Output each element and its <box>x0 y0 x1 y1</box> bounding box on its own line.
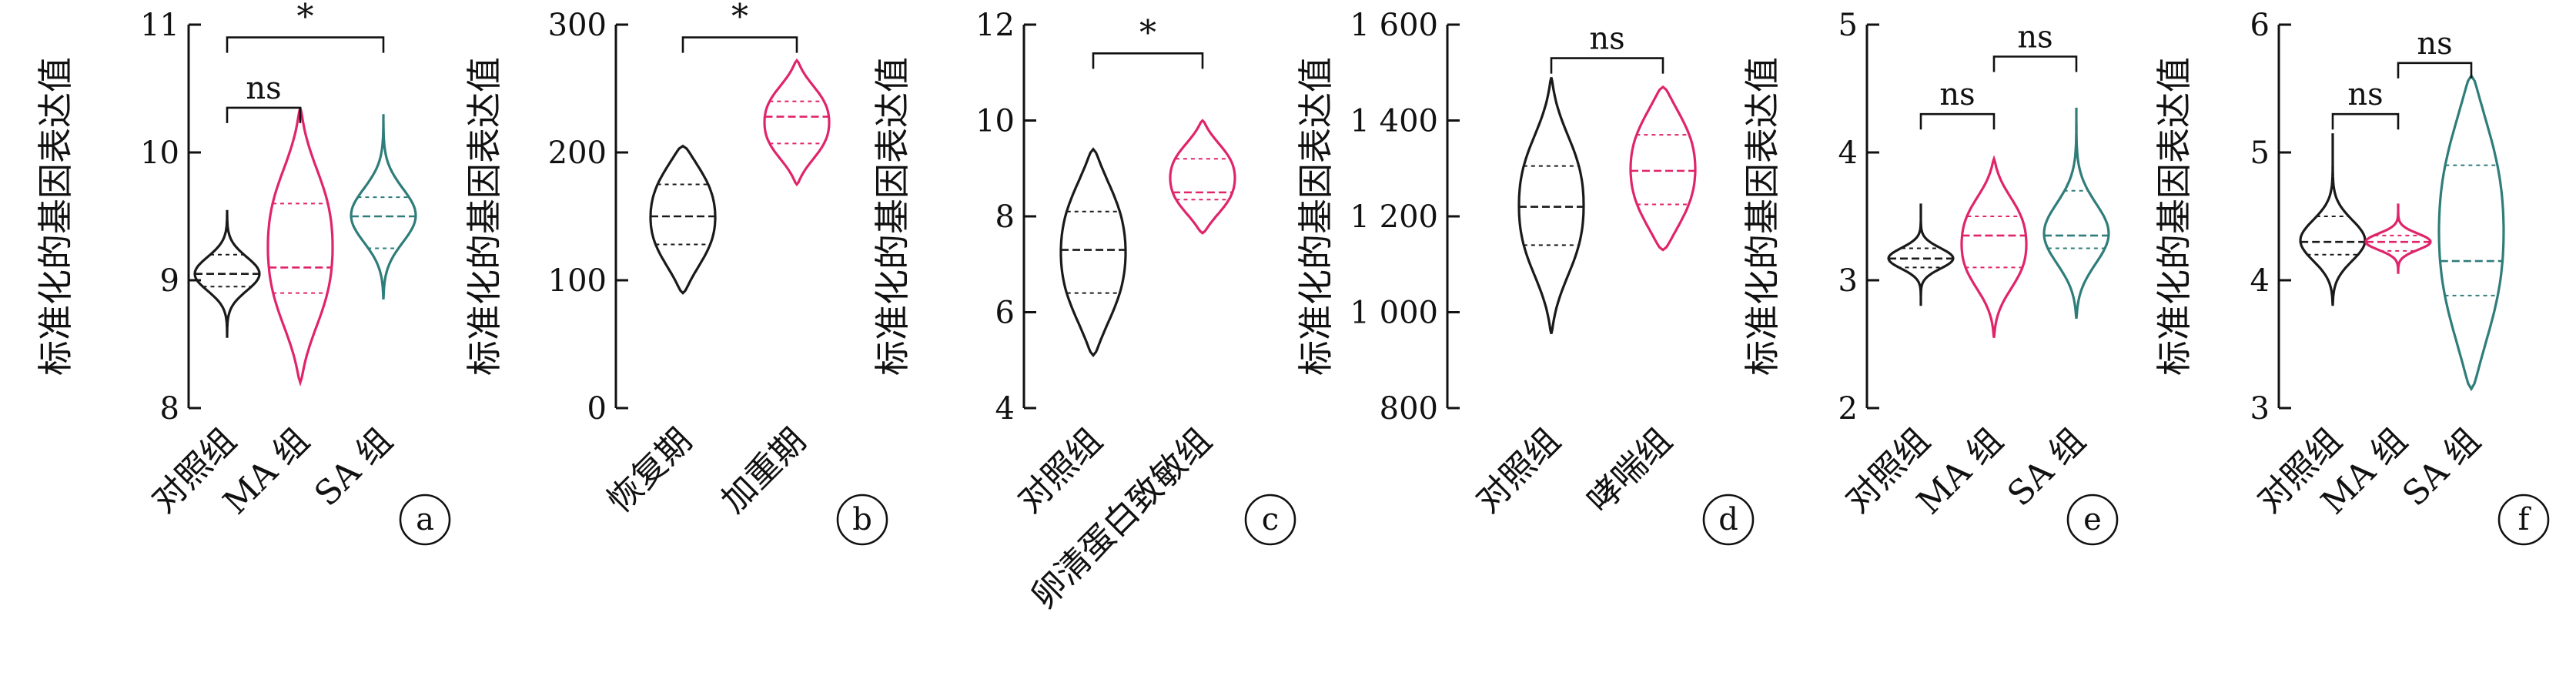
y-tick-label: 800 <box>1380 391 1438 427</box>
x-category-label: SA 组 <box>307 421 400 514</box>
y-tick-label: 4 <box>995 391 1015 427</box>
y-tick-label: 12 <box>975 8 1015 43</box>
y-tick-label: 6 <box>2250 8 2270 43</box>
violin-f-1 <box>2364 203 2432 274</box>
violin-f-0 <box>2299 133 2367 306</box>
significance-bracket <box>1992 55 2078 72</box>
panel-letter-circle <box>2066 494 2119 546</box>
y-tick-label: 9 <box>160 263 179 299</box>
violin-e-2 <box>2042 107 2110 319</box>
y-tick-label: 4 <box>1838 136 1858 171</box>
violin-d-1 <box>1629 85 1697 252</box>
y-axis-label: 标准化的基因表达值 <box>35 57 76 376</box>
y-tick-label: 5 <box>2250 136 2270 171</box>
y-tick-label: 2 <box>1838 391 1858 427</box>
significance-bracket <box>226 36 385 53</box>
violin-a-0 <box>193 209 261 338</box>
violin-e-1 <box>1960 155 2028 338</box>
x-category-label: 恢复期 <box>600 421 699 520</box>
significance-bracket <box>2397 62 2473 79</box>
violin-a-1 <box>266 107 334 387</box>
violin-e-0 <box>1887 203 1955 306</box>
violin-b-1 <box>763 58 831 187</box>
y-tick-label: 11 <box>140 8 179 43</box>
y-tick-label: 5 <box>1838 8 1858 43</box>
x-category-label: 哮喘组 <box>1580 421 1679 520</box>
significance-bracket <box>226 106 302 123</box>
y-axis-label: 标准化的基因表达值 <box>463 57 505 376</box>
y-tick-label: 0 <box>587 391 607 427</box>
panel-letter-circle <box>1702 494 1755 546</box>
significance-label: ns <box>246 71 281 106</box>
violin-d-0 <box>1517 77 1585 334</box>
y-tick-label: 300 <box>548 8 607 43</box>
significance-label: ns <box>1939 77 1975 112</box>
panel-letter: f <box>2518 502 2532 537</box>
violin-a-2 <box>350 114 417 300</box>
x-category-label: 对照组 <box>1010 421 1109 520</box>
y-tick-label: 8 <box>995 199 1015 235</box>
y-axis-label: 标准化的基因表达值 <box>1295 57 1337 376</box>
y-tick-label: 1 000 <box>1350 296 1438 331</box>
significance-label: ns <box>2017 20 2052 55</box>
violin-c-0 <box>1059 147 1127 358</box>
significance-bracket <box>2331 112 2400 130</box>
y-axis-label: 标准化的基因表达值 <box>1741 57 1783 376</box>
y-tick-label: 8 <box>160 391 179 427</box>
y-tick-label: 3 <box>2250 391 2270 427</box>
y-tick-label: 1 400 <box>1350 104 1438 139</box>
y-tick-label: 200 <box>548 136 607 171</box>
y-axis-label: 标准化的基因表达值 <box>2153 57 2195 376</box>
significance-label: ns <box>1589 22 1624 57</box>
y-tick-label: 10 <box>140 136 179 171</box>
x-category-label: SA 组 <box>2395 421 2488 514</box>
y-tick-label: 100 <box>548 263 607 299</box>
significance-label: ns <box>2417 26 2452 62</box>
significance-bracket <box>1092 52 1204 69</box>
y-axis-label: 标准化的基因表达值 <box>871 57 913 376</box>
panel-letter: b <box>852 502 872 537</box>
significance-label: * <box>297 0 314 37</box>
panel-letter-circle <box>2497 494 2550 546</box>
panel-letter: d <box>1718 502 1738 537</box>
significance-bracket <box>1550 57 1664 74</box>
x-category-label: 加重期 <box>714 421 813 520</box>
significance-bracket <box>681 36 798 53</box>
significance-label: * <box>1139 13 1156 52</box>
panel-letter: a <box>416 502 434 537</box>
significance-bracket <box>1919 112 1996 130</box>
y-tick-label: 3 <box>1838 263 1858 299</box>
panel-letter: e <box>2083 502 2102 537</box>
y-tick-label: 1 200 <box>1350 199 1438 235</box>
y-tick-label: 10 <box>975 104 1015 139</box>
y-tick-label: 1 600 <box>1350 8 1438 43</box>
violin-c-1 <box>1169 119 1236 235</box>
violin-f-2 <box>2437 73 2505 392</box>
significance-label: ns <box>2347 77 2383 112</box>
significance-label: * <box>731 0 748 37</box>
panel-letter-circle <box>836 494 888 546</box>
panel-letter-circle <box>399 494 451 546</box>
violin-b-0 <box>649 144 717 295</box>
y-tick-label: 6 <box>995 296 1015 331</box>
panel-letter-circle <box>1244 494 1296 546</box>
x-category-label: 对照组 <box>1468 421 1567 520</box>
panel-letter: c <box>1262 502 1279 537</box>
y-tick-label: 4 <box>2250 263 2270 299</box>
